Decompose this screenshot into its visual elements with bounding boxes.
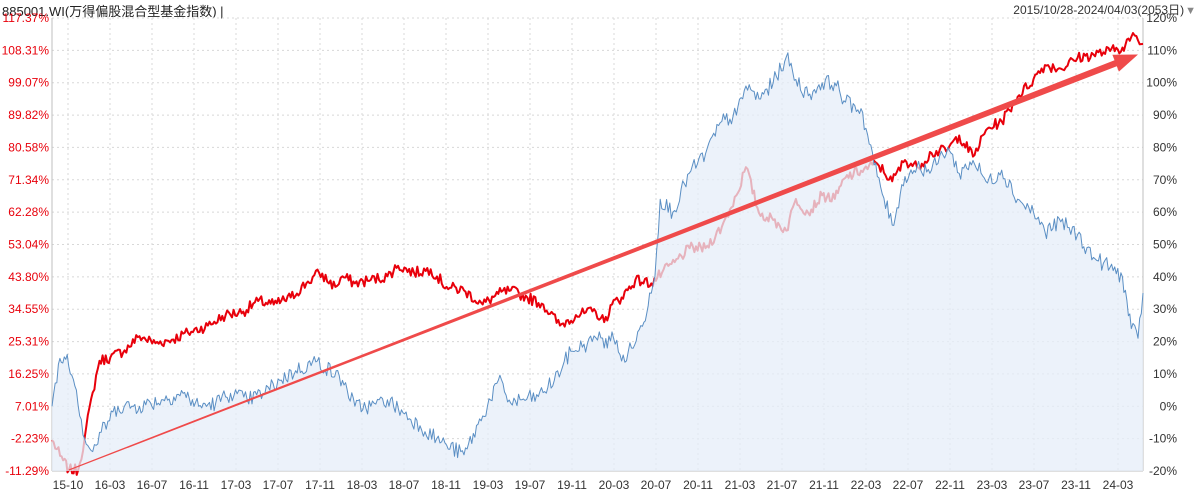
index-return-line xyxy=(51,52,1144,459)
right-tick-label: 110% xyxy=(1147,43,1177,57)
chart-title: 885001.WI(万得偏股混合型基金指数) | xyxy=(2,4,224,19)
x-tick-label: 22-11 xyxy=(935,478,965,492)
x-tick-label: 18-11 xyxy=(431,478,461,492)
right-tick-label: 60% xyxy=(1153,205,1177,219)
chart-header: 885001.WI(万得偏股混合型基金指数) | 2015/10/28-2024… xyxy=(0,0,1200,20)
right-tick-label: 80% xyxy=(1153,140,1177,154)
x-tick-label: 18-07 xyxy=(389,478,420,492)
x-tick-label: 22-07 xyxy=(893,478,924,492)
left-tick-label: 80.58% xyxy=(8,140,49,154)
x-tick-label: 16-03 xyxy=(95,478,126,492)
right-tick-label: 90% xyxy=(1153,108,1177,122)
right-axis: 120% 110% 100% 90% 80% 70% 60% 50% 40% 30% 20% 10% 0… xyxy=(1146,11,1177,478)
left-tick-label: 34.55% xyxy=(8,302,49,316)
x-axis: 15-10 16-03 16-07 16-11 17-03 17-07 17-11 18-03… xyxy=(53,478,1134,492)
x-tick-label: 23-11 xyxy=(1061,478,1091,492)
left-tick-label: 62.28% xyxy=(8,205,49,219)
right-tick-label: -20% xyxy=(1149,464,1177,478)
left-axis: 117.37% 108.31% 99.07% 89.82% 80.58% 71.34% 62… xyxy=(2,11,50,478)
trend-arrow xyxy=(68,54,1138,471)
right-tick-label: 10% xyxy=(1153,367,1177,381)
x-tick-label: 17-11 xyxy=(305,478,335,492)
x-tick-label: 16-11 xyxy=(179,478,209,492)
right-tick-label: 50% xyxy=(1153,238,1177,252)
x-tick-label: 17-07 xyxy=(263,478,294,492)
triangle-down-icon[interactable]: ▼ xyxy=(1185,5,1196,17)
fund-return-line xyxy=(51,32,1144,476)
x-tick-label: 16-07 xyxy=(137,478,168,492)
x-tick-label: 20-11 xyxy=(683,478,713,492)
x-tick-label: 19-11 xyxy=(557,478,587,492)
right-tick-label: 70% xyxy=(1153,173,1177,187)
right-tick-label: 30% xyxy=(1153,302,1177,316)
left-tick-label: 117.37% xyxy=(3,11,50,25)
x-tick-label: 15-10 xyxy=(53,478,84,492)
x-tick-label: 20-03 xyxy=(599,478,630,492)
x-tick-label: 18-03 xyxy=(347,478,378,492)
left-tick-label: 71.34% xyxy=(8,173,49,187)
x-tick-label: 21-03 xyxy=(725,478,756,492)
right-tick-label: 40% xyxy=(1153,270,1177,284)
left-tick-label: 16.25% xyxy=(8,367,49,381)
right-tick-label: 120% xyxy=(1146,11,1177,25)
left-tick-label: 43.80% xyxy=(8,270,49,284)
x-tick-label: 20-07 xyxy=(641,478,672,492)
right-tick-label: 100% xyxy=(1146,76,1177,90)
left-tick-label: -2.23% xyxy=(11,432,49,446)
x-tick-label: 19-03 xyxy=(473,478,504,492)
left-tick-label: 108.31% xyxy=(2,43,50,57)
x-tick-label: 19-07 xyxy=(515,478,546,492)
annotation-layer xyxy=(68,54,1138,471)
x-tick-label: 23-03 xyxy=(977,478,1008,492)
x-tick-label: 21-11 xyxy=(809,478,839,492)
x-tick-label: 24-03 xyxy=(1103,478,1134,492)
plot-area xyxy=(51,32,1144,476)
date-range-selector[interactable]: 2015/10/28-2024/04/03(2053日)▼ xyxy=(1013,1,1196,18)
x-tick-label: 23-07 xyxy=(1019,478,1050,492)
left-tick-label: -11.29% xyxy=(5,464,49,478)
left-tick-label: 53.04% xyxy=(8,238,49,252)
date-range-label: 2015/10/28-2024/04/03(2053日) xyxy=(1013,3,1185,17)
right-tick-label: -10% xyxy=(1149,432,1177,446)
left-tick-label: 25.31% xyxy=(8,335,49,349)
x-tick-label: 17-03 xyxy=(221,478,252,492)
right-tick-label: 0% xyxy=(1160,399,1178,413)
x-tick-label: 22-03 xyxy=(851,478,882,492)
right-tick-label: 20% xyxy=(1153,335,1177,349)
left-tick-label: 7.01% xyxy=(15,399,49,413)
x-tick-label: 21-07 xyxy=(767,478,798,492)
left-tick-label: 89.82% xyxy=(8,108,49,122)
left-tick-label: 99.07% xyxy=(8,76,49,90)
